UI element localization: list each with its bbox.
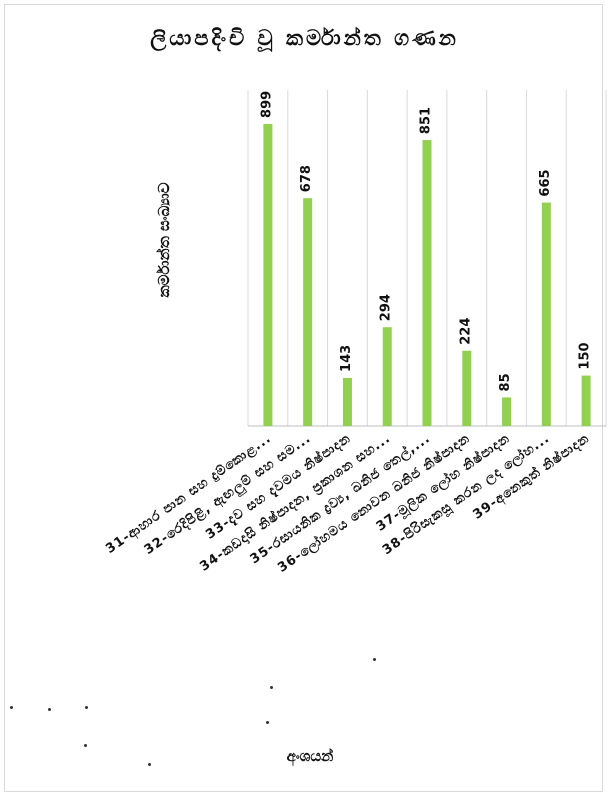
bar — [263, 123, 273, 426]
decor-dot — [148, 763, 151, 766]
decor-dot — [373, 658, 376, 661]
y-axis-title: කර්මාන්ත සංඛ්‍යාව — [155, 182, 173, 298]
bar — [382, 327, 392, 426]
data-label: 85 — [498, 373, 513, 391]
bar — [462, 350, 472, 426]
decor-dot — [48, 708, 51, 711]
data-label: 851 — [419, 107, 434, 134]
decor-dot — [84, 744, 87, 747]
data-label: 294 — [379, 294, 394, 321]
bar — [581, 375, 591, 426]
chart-frame — [4, 4, 603, 792]
decor-dot — [85, 706, 88, 709]
data-label: 678 — [299, 165, 314, 192]
decor-dot — [270, 686, 273, 689]
data-label: 665 — [538, 169, 553, 196]
data-label: 224 — [458, 318, 473, 345]
data-label: 899 — [259, 91, 274, 118]
bar — [303, 198, 313, 426]
bar — [422, 140, 432, 426]
decor-dot — [266, 721, 269, 724]
bar — [541, 202, 551, 426]
data-label: 143 — [339, 345, 354, 372]
decor-dot — [10, 706, 13, 709]
bar — [342, 377, 352, 426]
chart-title: ලියාපදිංචි වූ කර්මාන්ත ගණන — [150, 26, 459, 50]
bar — [502, 397, 512, 426]
data-label: 150 — [578, 342, 593, 369]
x-axis-title: අංශයන් — [286, 747, 334, 765]
